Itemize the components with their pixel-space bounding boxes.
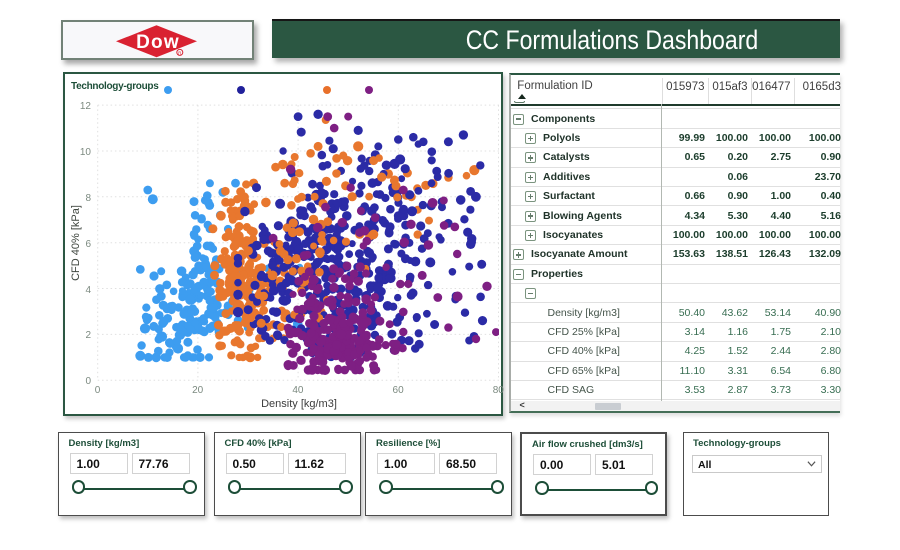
svg-text:R: R xyxy=(178,51,181,56)
svg-text:Dow: Dow xyxy=(136,32,180,53)
